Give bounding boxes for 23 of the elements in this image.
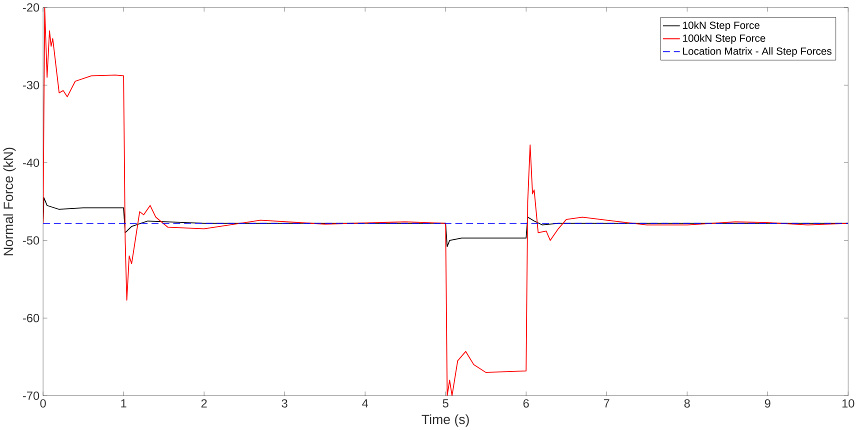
y-tick-label: -20 <box>23 3 40 12</box>
x-tick-label: 3 <box>282 399 288 408</box>
x-axis-title: Time (s) <box>422 414 469 427</box>
legend-label: 10kN Step Force <box>683 21 760 31</box>
x-tick-label: 8 <box>684 399 690 408</box>
y-axis-title: Normal Force (kN) <box>3 148 16 256</box>
x-tick-label: 6 <box>523 399 529 408</box>
line-series <box>43 7 848 396</box>
y-tick-label: -60 <box>23 314 40 322</box>
x-tick-label: 1 <box>121 399 126 408</box>
x-tick-label: 4 <box>362 399 368 408</box>
legend-label: 100kN Step Force <box>683 34 766 44</box>
x-tick-label: 7 <box>604 399 610 408</box>
y-tick-label: -50 <box>23 236 40 245</box>
y-tick-label: -30 <box>23 80 40 90</box>
x-tick-label: 0 <box>40 399 46 408</box>
legend-label: Location Matrix - All Step Forces <box>683 47 832 57</box>
x-tick-label: 2 <box>201 399 207 408</box>
x-tick-label: 5 <box>442 399 448 408</box>
y-tick-label: -70 <box>23 392 40 400</box>
y-tick-label: -40 <box>23 158 40 167</box>
x-tick-label: 10 <box>842 399 854 408</box>
x-tick-label: 9 <box>764 399 770 408</box>
